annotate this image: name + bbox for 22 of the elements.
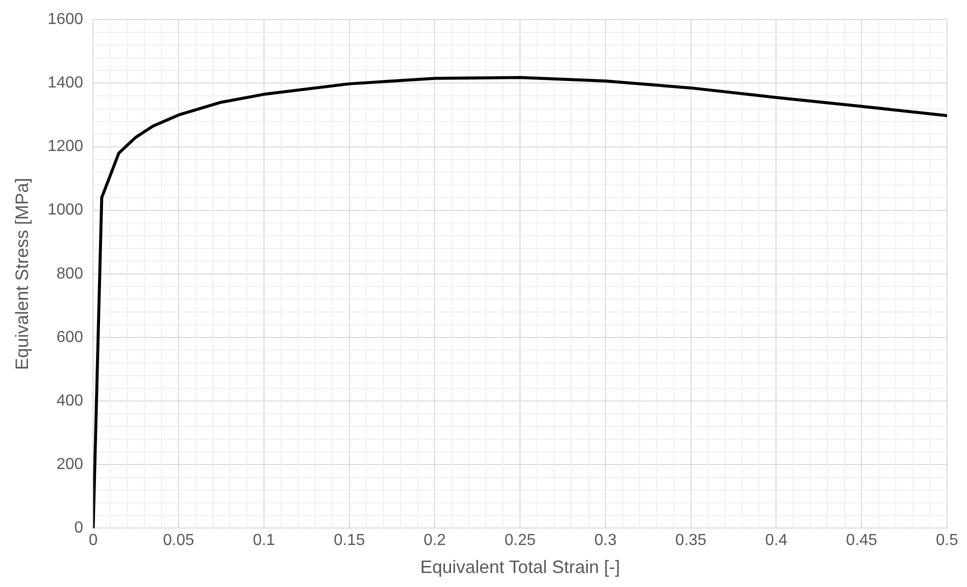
x-tick-label: 0.25 bbox=[504, 532, 536, 550]
x-tick-label: 0.15 bbox=[334, 532, 366, 550]
x-tick-label: 0.1 bbox=[252, 532, 276, 550]
y-tick-label: 200 bbox=[56, 456, 84, 474]
y-tick-label: 1600 bbox=[48, 11, 84, 28]
y-tick-label: 0 bbox=[74, 520, 84, 537]
x-tick-label: 0.45 bbox=[846, 532, 878, 550]
y-tick-label: 1200 bbox=[48, 138, 84, 156]
y-tick-label: 1400 bbox=[48, 74, 84, 92]
x-axis-title: Equivalent Total Strain [-] bbox=[420, 557, 620, 578]
x-tick-label: 0.3 bbox=[594, 532, 617, 550]
y-tick-label: 1000 bbox=[48, 202, 84, 219]
x-tick-label: 0 bbox=[88, 532, 98, 550]
y-tick-label: 800 bbox=[56, 265, 84, 282]
x-tick-label: 0.2 bbox=[424, 532, 446, 550]
y-tick-label: 400 bbox=[56, 392, 84, 410]
x-tick-label: 0.5 bbox=[936, 532, 958, 550]
y-axis-title: Equivalent Stress [MPa] bbox=[12, 178, 32, 370]
x-tick-label: 0.35 bbox=[675, 532, 707, 550]
x-tick-label: 0.05 bbox=[163, 532, 194, 550]
x-tick-label: 0.4 bbox=[765, 532, 788, 550]
y-tick-label: 600 bbox=[56, 328, 84, 346]
